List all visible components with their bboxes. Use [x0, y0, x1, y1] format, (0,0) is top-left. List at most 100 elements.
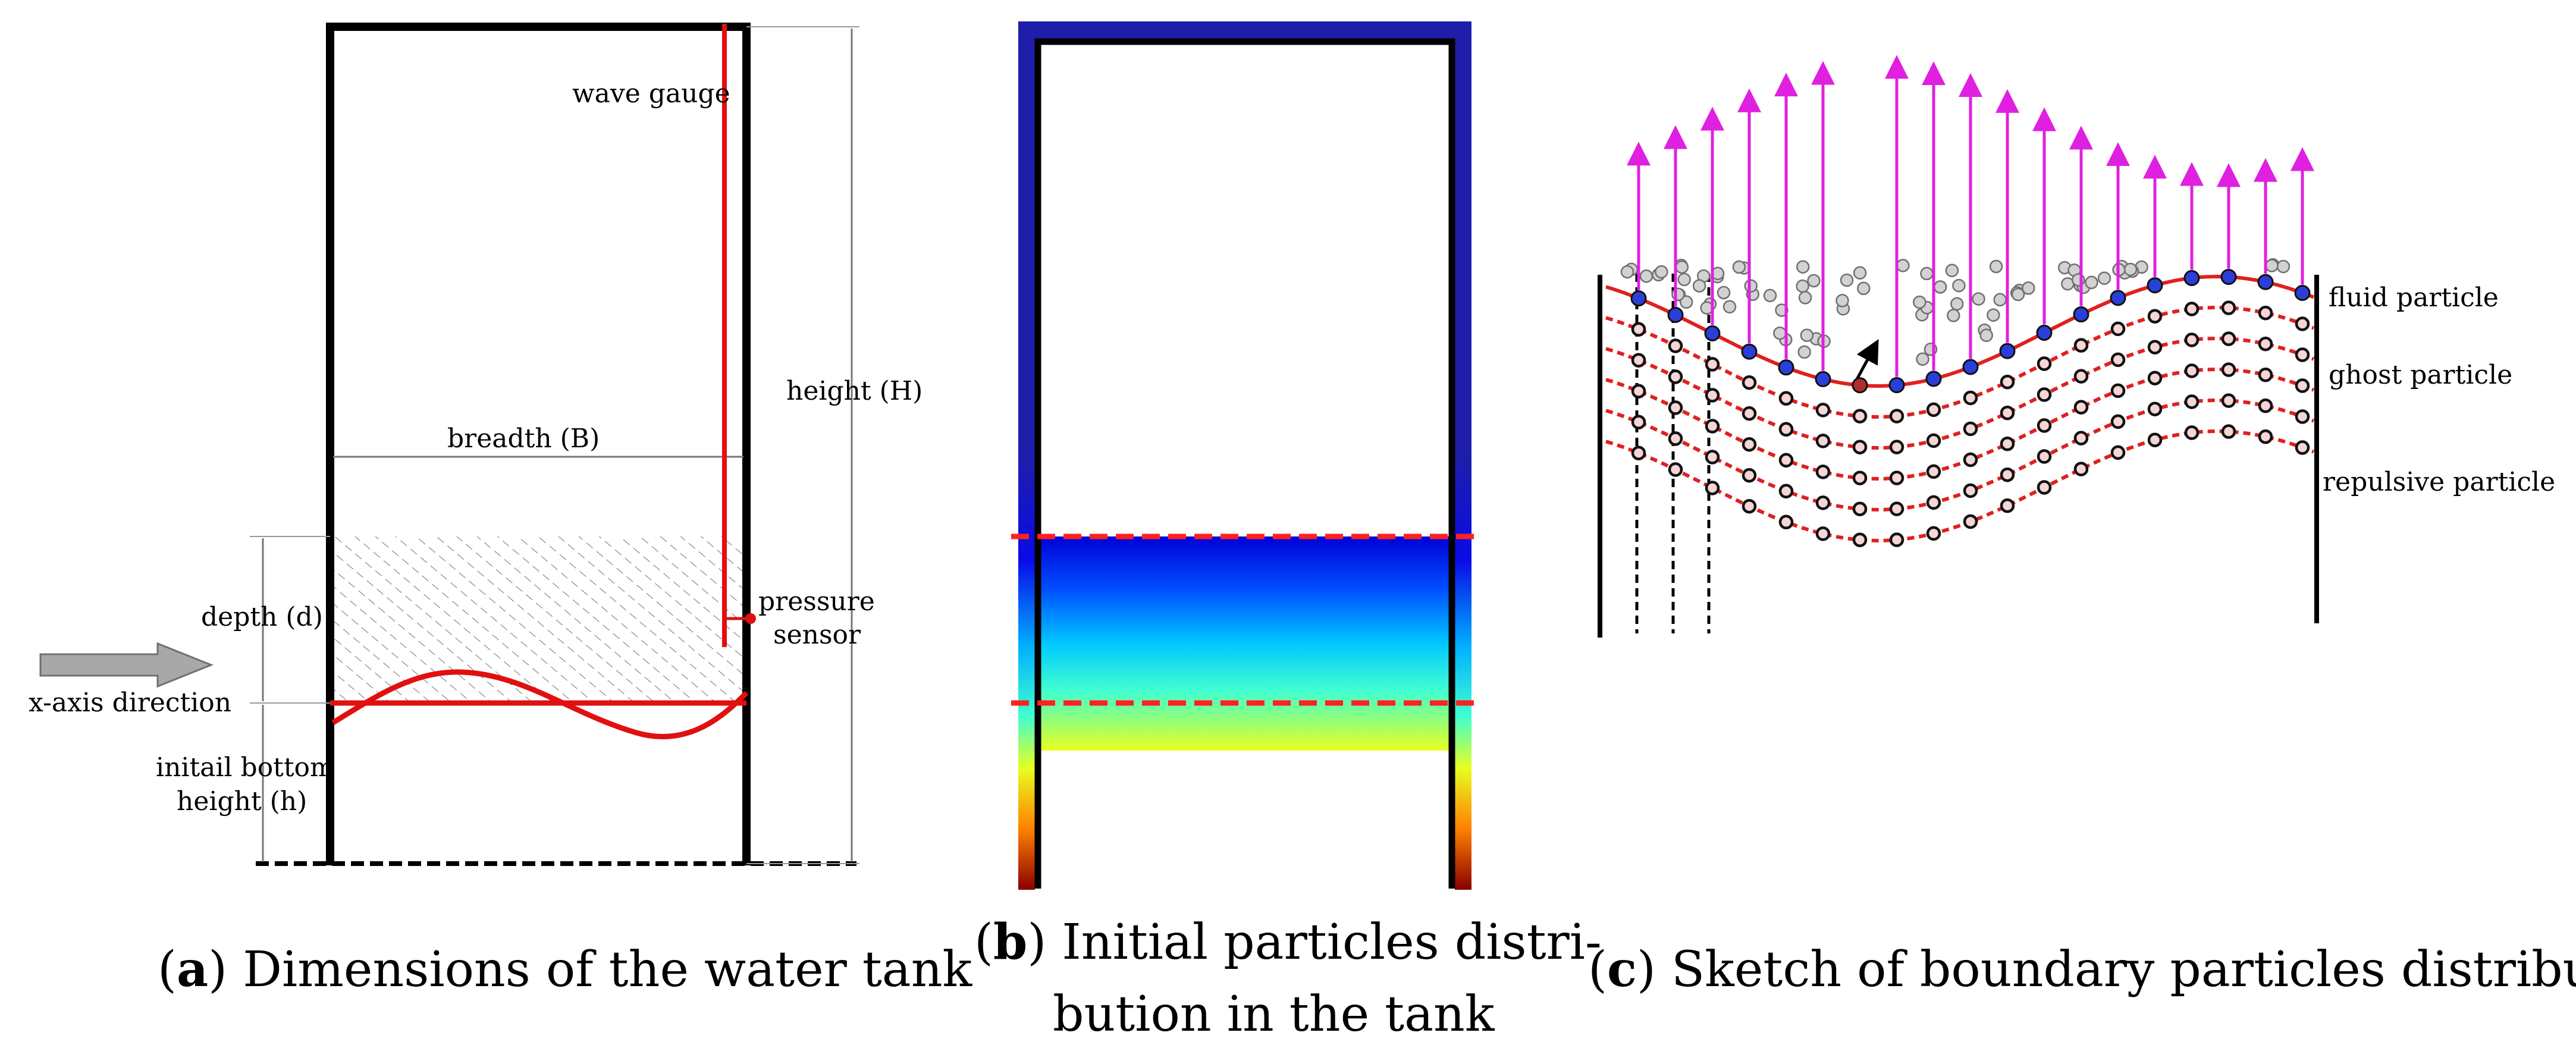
- fluid-particle: [1639, 269, 1653, 283]
- repulsive-particle: [1889, 470, 1904, 485]
- bottom-label-2: height (h): [177, 786, 307, 817]
- fluid-particle: [1675, 260, 1689, 274]
- repulsive-particle: [1705, 450, 1720, 465]
- fluid-particle: [2022, 281, 2035, 295]
- repulsive-particle: [1705, 419, 1720, 434]
- repulsive-particle: [1742, 375, 1757, 390]
- repulsive-particle: [1815, 495, 1831, 510]
- fluid-particle: [1692, 279, 1706, 293]
- ghost-particle: [1852, 377, 1868, 394]
- fluid-particle: [1945, 263, 1959, 278]
- water-region: [330, 536, 746, 703]
- fluid-particle: [1807, 274, 1821, 288]
- repulsive-particle: [2110, 352, 2126, 368]
- fluid-particle: [1797, 345, 1811, 359]
- caption-b-line1: (b) Initial particles distri-: [974, 914, 1602, 971]
- fluid-particle: [1835, 294, 1849, 307]
- panel-b-initial-distribution: (b) Initial particles distri- bution in …: [974, 21, 1602, 1043]
- fluid-particle: [1993, 293, 2007, 307]
- x-axis-label: x-axis direction: [29, 688, 231, 718]
- repulsive-particle: [2147, 340, 2163, 354]
- repulsive-particle: [2110, 321, 2126, 337]
- repulsive-particle: [1926, 433, 1941, 448]
- ghost-particle: [2110, 290, 2126, 306]
- ghost-particle: [1888, 377, 1905, 394]
- ghost-particle-label: ghost particle: [2329, 360, 2512, 390]
- fluid-particle: [1853, 266, 1867, 280]
- repulsive-particle: [2110, 445, 2126, 460]
- fluid-particle: [1798, 291, 1812, 305]
- fluid-particle: [1947, 309, 1960, 322]
- repulsive-particle: [1631, 445, 1646, 460]
- wave-gauge-label: wave gauge: [572, 79, 730, 109]
- repulsive-particle: [1926, 495, 1941, 510]
- repulsive-particle: [2295, 347, 2310, 362]
- repulsive-particle: [2258, 429, 2273, 444]
- normal-arrow: [1855, 339, 1879, 380]
- fluid-particle: [1857, 281, 1871, 296]
- repulsive-particle: [1889, 532, 1904, 547]
- repulsive-particle: [2073, 431, 2089, 445]
- repulsive-particle: [2000, 374, 2015, 390]
- repulsive-particle: [2073, 462, 2089, 476]
- repulsive-particle: [1668, 338, 1683, 353]
- repulsive-particle: [1742, 467, 1757, 483]
- repulsive-particle: [2000, 436, 2015, 451]
- fluid-particle: [2097, 271, 2111, 285]
- repulsive-particle: [2258, 336, 2273, 352]
- height-label: height (H): [786, 376, 923, 406]
- ghost-particle: [2183, 270, 2200, 286]
- fluid-particle: [1671, 287, 1685, 302]
- repulsive-particle: [1705, 388, 1720, 403]
- repulsive-particle: [2221, 393, 2236, 408]
- repulsive-particle: [1963, 514, 1978, 529]
- repulsive-particle: [2073, 400, 2089, 415]
- ghost-particle: [1630, 290, 1647, 307]
- tank-walls: [326, 23, 751, 865]
- left-wall: [1018, 21, 1035, 890]
- fluid-particle: [1987, 308, 2000, 322]
- fluid-gradient: [1035, 536, 1455, 751]
- repulsive-particle: [1963, 483, 1978, 498]
- ghost-particle: [2036, 325, 2053, 341]
- repulsive-particle: [2037, 449, 2052, 464]
- bottom-label-1: initail bottom: [156, 752, 335, 783]
- fluid-particle: [1913, 295, 1926, 309]
- repulsive-particle: [1852, 470, 1868, 485]
- fluid-particle: [1655, 265, 1668, 279]
- repulsive-particle: [1631, 322, 1646, 337]
- caption-c: (c) Sketch of boundary particles distrib…: [1588, 941, 2576, 998]
- repulsive-particle: [1778, 484, 1794, 499]
- repulsive-particle: [1815, 403, 1831, 418]
- ghost-particle: [2220, 269, 2237, 285]
- repulsive-particle: [2073, 369, 2089, 384]
- tank-outline: [1034, 38, 1455, 889]
- top-wall: [1018, 21, 1471, 39]
- fluid-particle: [2276, 259, 2291, 274]
- fluid-particle: [1796, 260, 1810, 274]
- repulsive-particle: [1778, 453, 1794, 468]
- fluid-particle: [1732, 260, 1746, 274]
- depth-label: depth (d): [201, 602, 323, 632]
- fluid-particle: [1620, 265, 1634, 279]
- repulsive-particle: [2110, 414, 2126, 429]
- repulsive-particle: [1889, 501, 1904, 516]
- ghost-particle: [1741, 343, 1758, 360]
- repulsive-particle: [2258, 305, 2273, 321]
- repulsive-particle-label: repulsive particle: [2323, 467, 2555, 497]
- ghost-particle: [1778, 359, 1794, 376]
- ghost-particle: [1999, 343, 2016, 359]
- repulsive-particle: [2037, 387, 2052, 402]
- repulsive-particle: [1852, 532, 1868, 547]
- repulsive-particle: [2295, 316, 2310, 331]
- repulsive-particle: [2258, 367, 2273, 382]
- repulsive-particle: [1631, 384, 1646, 398]
- repulsive-particle: [2295, 409, 2310, 424]
- repulsive-particle: [1778, 391, 1794, 406]
- sensor-label: sensor: [773, 620, 861, 650]
- repulsive-particle: [2221, 331, 2236, 346]
- fluid-particle-label: fluid particle: [2329, 283, 2499, 313]
- repulsive-particle: [2000, 467, 2015, 482]
- fluid-particle: [1800, 328, 1814, 342]
